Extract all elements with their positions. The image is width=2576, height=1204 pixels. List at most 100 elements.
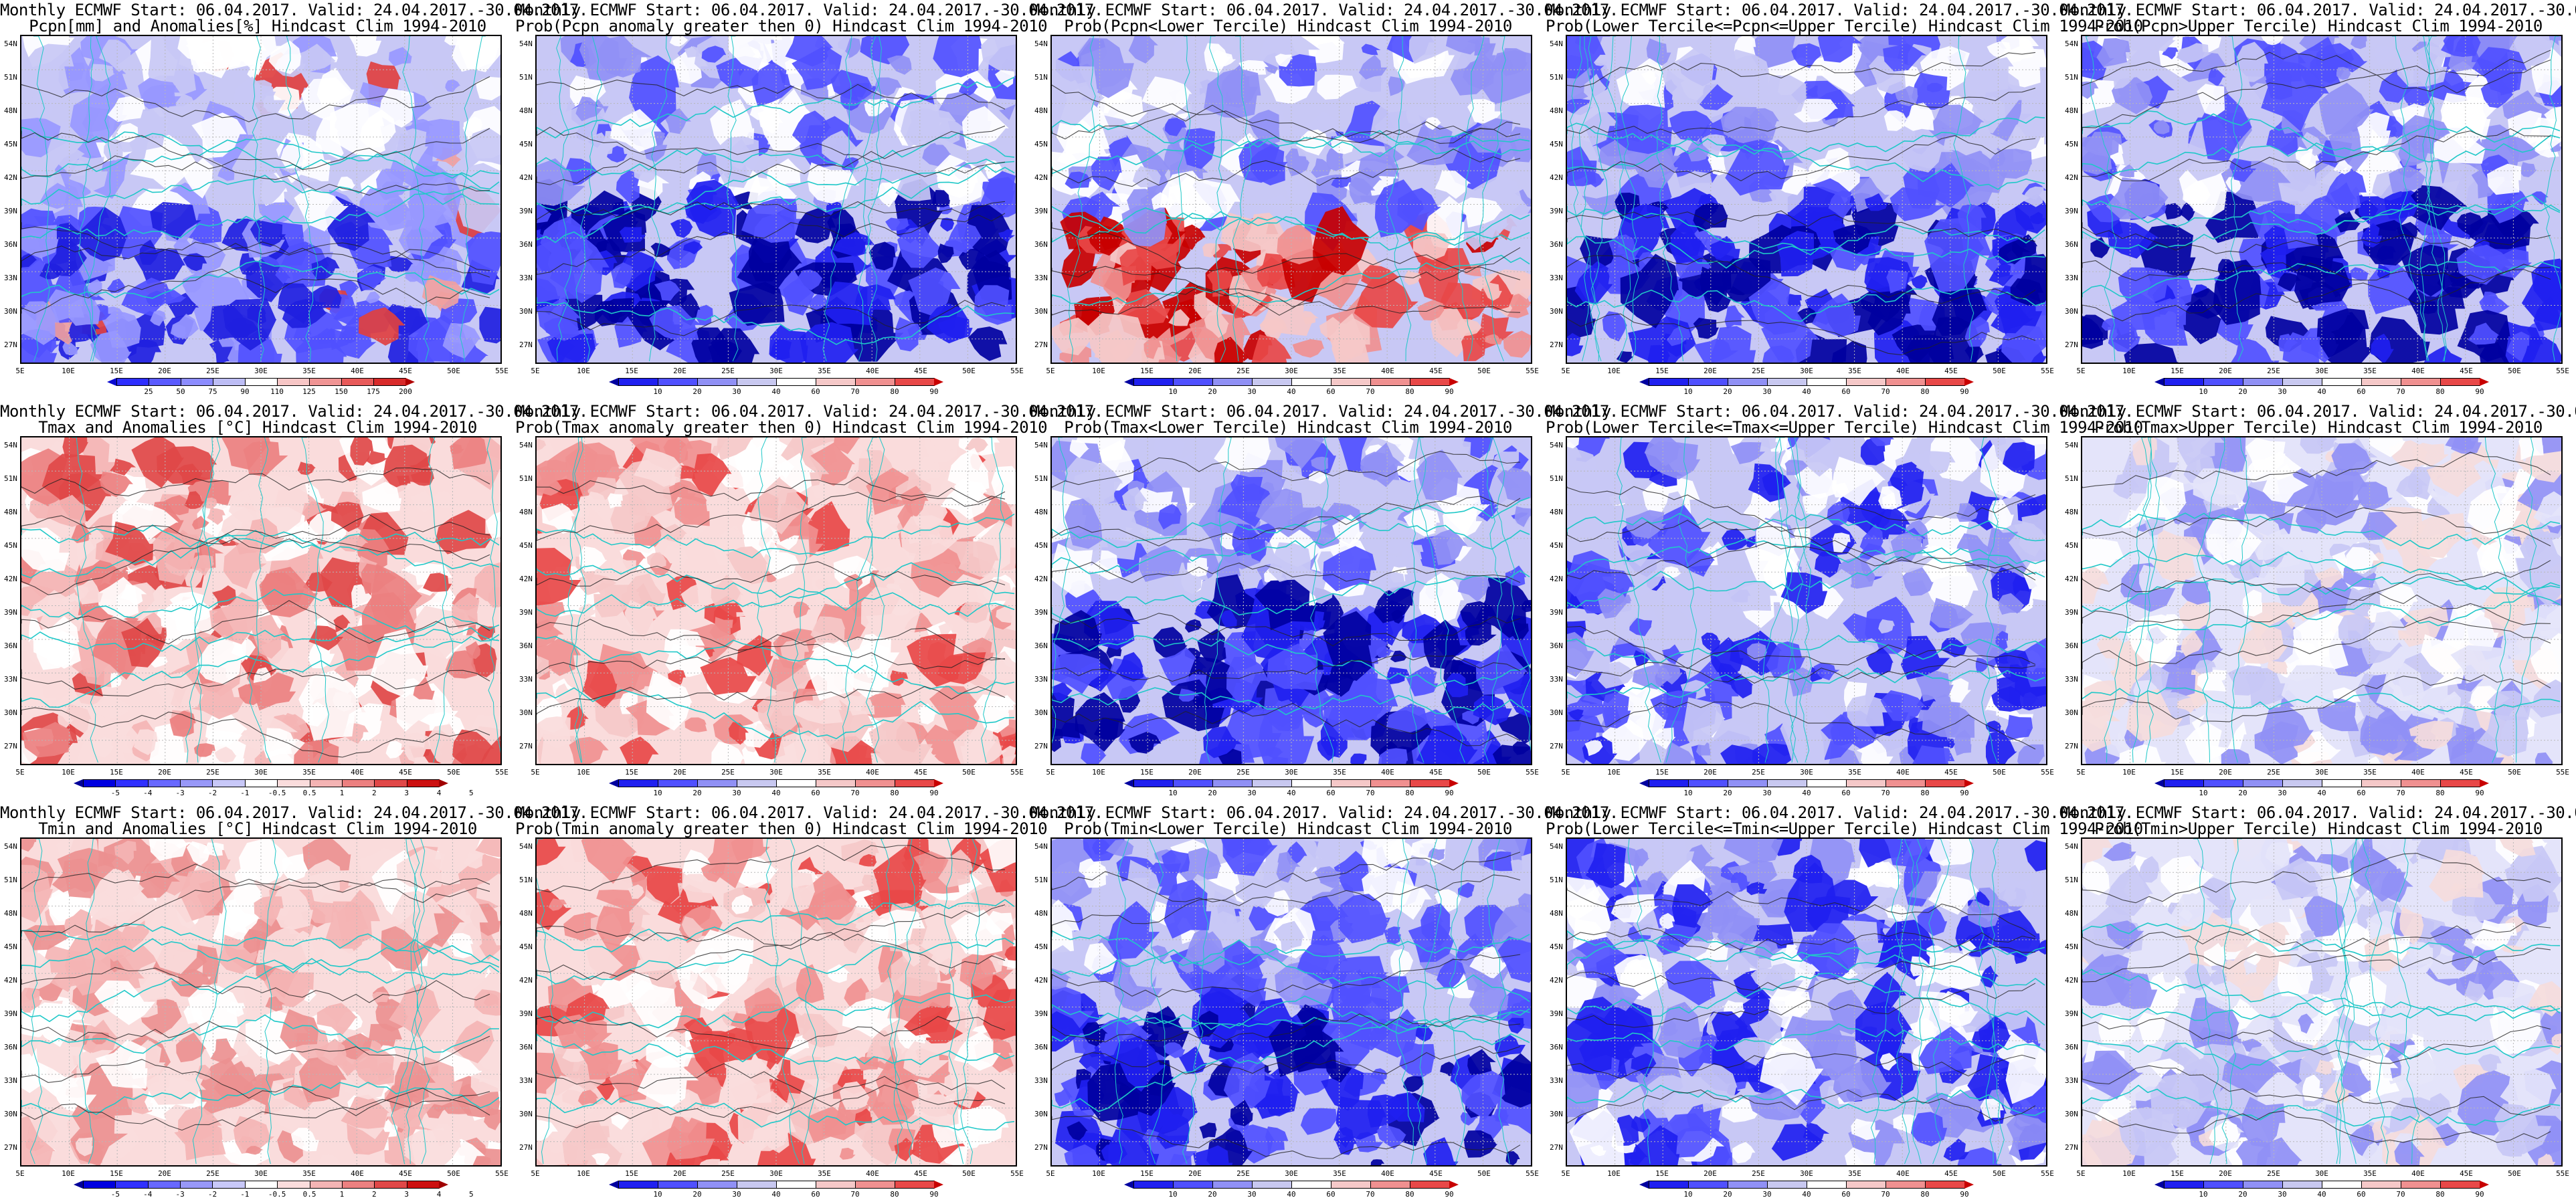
- field-blob: [389, 983, 442, 1039]
- longitude-label: 50E: [2508, 768, 2521, 777]
- colorbar-label: 175: [367, 387, 380, 396]
- map-panel: Monthly ECMWF Start: 06.04.2017. Valid: …: [515, 401, 1103, 803]
- latitude-label: 45N: [1034, 942, 1048, 951]
- field-blob: [33, 615, 81, 669]
- field-blob: [1001, 745, 1016, 764]
- field-blob: [810, 883, 858, 920]
- longitude-label: 40E: [866, 1169, 879, 1178]
- colorbar-label: 70: [1881, 1190, 1890, 1199]
- field-blob: [1878, 486, 1902, 510]
- colorbar-segment: [1212, 1181, 1253, 1189]
- map-area: [1050, 35, 1532, 364]
- field-blob: [1162, 679, 1225, 732]
- field-blob: [239, 252, 262, 276]
- field-blob: [1087, 313, 1145, 363]
- field-blob: [891, 945, 938, 997]
- field-blob: [48, 239, 87, 276]
- latitude-label: 42N: [1550, 575, 1563, 583]
- field-blob: [1467, 99, 1503, 124]
- field-blob: [163, 495, 190, 516]
- colorbar-segment: [1846, 378, 1886, 386]
- field-blob: [895, 317, 923, 352]
- field-blob: [1322, 546, 1376, 591]
- map-canvas: [1052, 437, 1531, 764]
- colorbar-label: 30: [1762, 387, 1772, 396]
- latitude-label: 33N: [2065, 274, 2078, 282]
- colorbar-label: 40: [1802, 387, 1811, 396]
- field-blob: [537, 297, 581, 341]
- colorbar-labels: 10 20 30 40 60 70 80 90: [2154, 789, 2489, 799]
- field-blob: [254, 896, 284, 927]
- field-blob: [351, 584, 373, 609]
- latitude-label: 54N: [519, 39, 533, 48]
- colorbar-segment: [1331, 779, 1371, 787]
- colorbar-segment: [1410, 779, 1450, 787]
- field-blob: [1762, 345, 1795, 363]
- field-blob: [1999, 593, 2025, 615]
- field-blob: [741, 198, 802, 243]
- field-blob: [366, 450, 389, 465]
- longitude-label: 50E: [962, 1169, 976, 1178]
- coastlines-borders: [1567, 36, 2045, 362]
- longitude-label: 15E: [110, 768, 123, 777]
- shaded-field: [2082, 839, 2561, 1165]
- colorbar-label: 40: [1287, 789, 1296, 797]
- field-blob: [957, 1105, 1009, 1146]
- colorbar-label: 10: [1168, 387, 1178, 396]
- field-blob: [211, 585, 238, 607]
- field-blob: [21, 839, 37, 852]
- field-blob: [794, 270, 823, 291]
- field-blob: [1568, 709, 1584, 722]
- colorbar-right-arrow: [1449, 1181, 1459, 1189]
- field-blob: [866, 1041, 886, 1062]
- field-blob: [1940, 637, 1967, 658]
- latitude-label: 39N: [4, 207, 17, 215]
- field-blob: [793, 688, 818, 704]
- latitude-label: 33N: [2065, 1076, 2078, 1085]
- colorbar-segment: [2361, 779, 2401, 787]
- colorbar-label: 30: [1247, 789, 1257, 797]
- colorbar-segment: [2440, 378, 2480, 386]
- latitude-label: 27N: [1034, 1143, 1048, 1152]
- colorbar-label: 60: [1841, 1190, 1851, 1199]
- colorbar-left-arrow: [1124, 779, 1133, 787]
- field-blob: [450, 443, 464, 454]
- colorbar-right-arrow: [1964, 378, 1974, 386]
- colorbar-label: 2: [371, 789, 377, 797]
- colorbar: [1124, 1181, 1459, 1189]
- field-blob: [737, 1090, 790, 1151]
- latitude-label: 39N: [519, 608, 533, 617]
- field-blob: [1122, 486, 1148, 514]
- field-blob: [1202, 243, 1220, 258]
- colorbar-labels: 10 20 30 40 60 70 80 90: [2154, 1191, 2489, 1200]
- field-blob: [1406, 106, 1431, 125]
- colorbar-segment: [737, 1181, 777, 1189]
- field-blob: [98, 577, 139, 619]
- field-blob: [537, 203, 552, 223]
- field-blob: [2162, 47, 2179, 60]
- colorbar-label: -1: [240, 1190, 250, 1199]
- colorbar-segment: [2203, 378, 2243, 386]
- colorbar-label: 50: [176, 387, 185, 396]
- field-blob: [1178, 688, 1200, 702]
- longitude-label: 30E: [2315, 1169, 2328, 1178]
- field-blob: [280, 1009, 319, 1049]
- map-canvas: [1567, 437, 2046, 764]
- field-blob: [170, 314, 199, 339]
- field-blob: [153, 672, 204, 712]
- colorbar-segment: [2322, 1181, 2362, 1189]
- field-blob: [268, 40, 302, 74]
- field-blob: [1457, 197, 1503, 228]
- field-blob: [1152, 192, 1170, 210]
- field-blob: [548, 898, 567, 911]
- field-blob: [39, 183, 70, 209]
- field-blob: [1567, 36, 1606, 79]
- colorbar-segment: [115, 1181, 149, 1189]
- latitude-label: 39N: [519, 1009, 533, 1018]
- field-blob: [950, 909, 1006, 956]
- field-blob: [2357, 482, 2393, 509]
- field-blob: [210, 1038, 240, 1065]
- coastlines-borders: [1052, 437, 1531, 763]
- field-blob: [453, 1020, 494, 1064]
- colorbar-label: 90: [1445, 1190, 1454, 1199]
